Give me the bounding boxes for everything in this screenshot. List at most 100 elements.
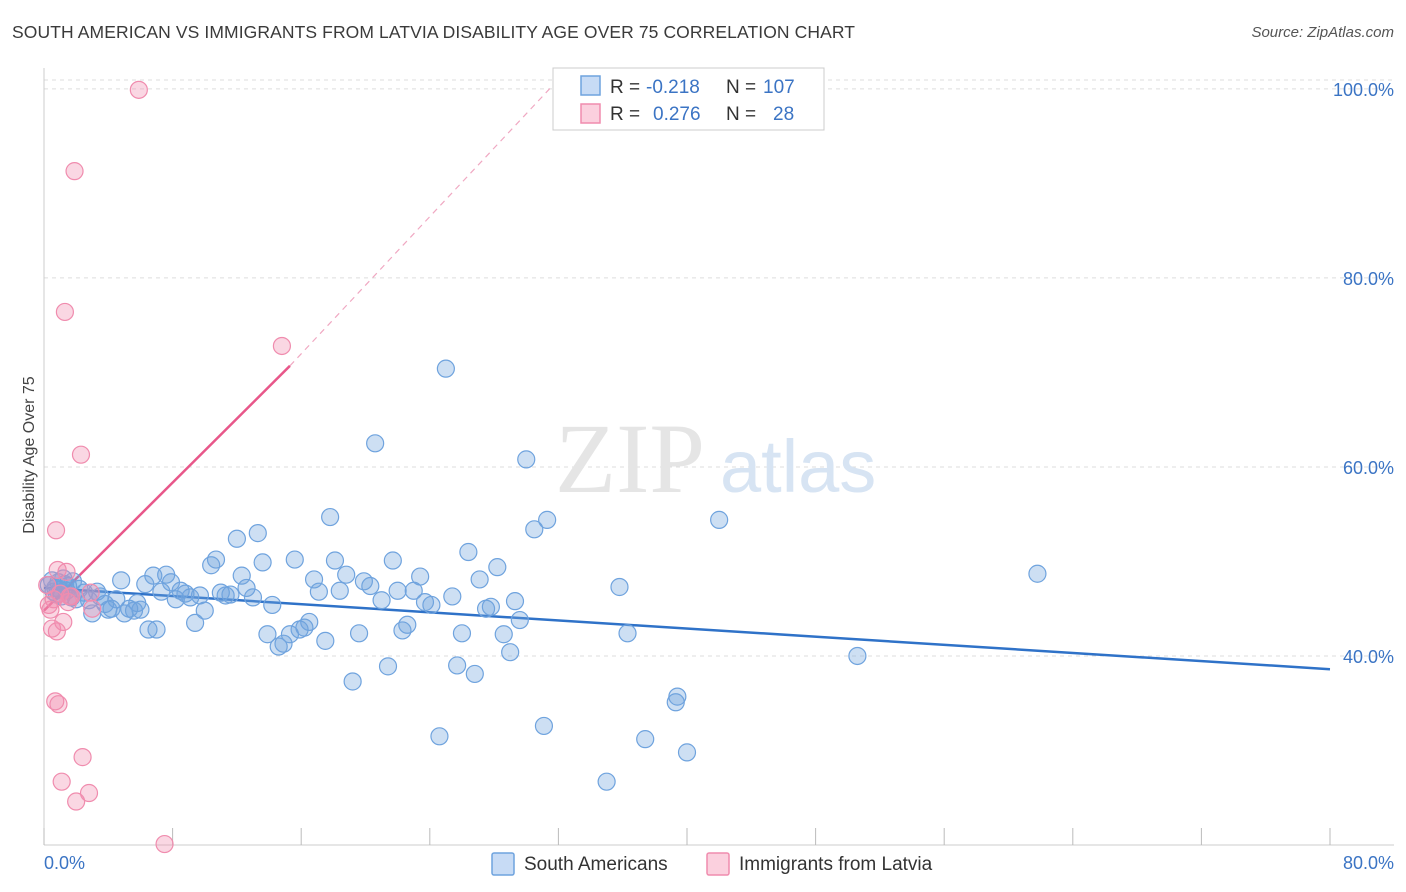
latvia-point-25 [155, 834, 174, 854]
south-americans-point-72 [343, 672, 362, 691]
south-americans-point-68 [321, 507, 340, 527]
chart-source: Source: ZipAtlas.com [1251, 24, 1394, 41]
south-americans-point-113 [710, 510, 729, 529]
x-tick-label-max: 80.0% [1343, 853, 1394, 873]
south-americans-point-87 [430, 727, 449, 746]
legend-label-south-americans: South Americans [524, 854, 668, 875]
south-americans-point-44 [195, 601, 214, 620]
latvia-point-24 [129, 80, 148, 99]
legend-r-label-2: R = [610, 104, 640, 125]
south-americans-point-93 [465, 664, 484, 684]
latvia-point-9 [49, 695, 68, 714]
south-americans-point-70 [330, 581, 349, 600]
south-americans-point-64 [300, 612, 319, 632]
y-tick-label-0: 40.0% [1343, 647, 1394, 667]
south-americans-point-82 [398, 615, 417, 634]
south-americans-point-97 [488, 558, 507, 577]
latvia-point-12 [54, 612, 73, 632]
correlation-legend: R = -0.218 N = 107 R = 0.276 N = 28 [552, 67, 825, 131]
south-americans-point-46 [206, 550, 226, 569]
south-americans-point-79 [383, 551, 402, 570]
trend-line-latvia-extension [289, 79, 559, 367]
legend-n-label-1: N = [726, 77, 756, 98]
south-americans-point-67 [316, 631, 335, 650]
legend-label-latvia: Immigrants from Latvia [739, 854, 933, 875]
legend-r-label-1: R = [610, 77, 640, 98]
south-americans-point-101 [510, 610, 529, 630]
south-americans-point-99 [501, 643, 520, 662]
south-americans-point-50 [227, 529, 246, 548]
south-americans-point-102 [517, 450, 536, 469]
south-americans-point-34 [147, 620, 166, 639]
south-americans-point-106 [597, 772, 616, 791]
y-axis-label: Disability Age Over 75 [21, 376, 38, 534]
south-americans-point-81 [393, 621, 412, 640]
latvia-point-5 [46, 692, 65, 711]
south-americans-point-111 [668, 687, 687, 706]
south-americans-point-66 [309, 582, 328, 601]
y-tick-label-3: 100.0% [1333, 80, 1394, 100]
latvia-point-20 [71, 445, 91, 464]
y-tick-label-1: 60.0% [1343, 458, 1394, 478]
latvia-point-11 [52, 772, 71, 791]
chart-title: SOUTH AMERICAN VS IMMIGRANTS FROM LATVIA… [12, 22, 856, 42]
south-americans-point-71 [337, 565, 356, 584]
south-americans-point-84 [411, 567, 430, 586]
south-americans-point-109 [636, 730, 655, 749]
latvia-point-2 [41, 600, 60, 619]
series-legend: South Americans Immigrants from Latvia [491, 852, 933, 876]
south-americans-point-33 [144, 566, 163, 585]
south-americans-point-73 [349, 624, 369, 643]
x-tick-label-min: 0.0% [44, 853, 85, 873]
south-americans-point-103 [525, 520, 544, 539]
legend-n-label-2: N = [726, 104, 756, 125]
legend-swatch-blue [580, 75, 601, 96]
south-americans-point-30 [131, 600, 150, 619]
south-americans-point-24 [107, 590, 126, 609]
legend-n-value-2: 28 [773, 104, 794, 125]
south-americans-point-69 [325, 551, 345, 570]
axes [43, 68, 1394, 846]
latvia-point-3 [42, 619, 62, 638]
south-americans-point-58 [269, 637, 288, 656]
latvia-point-22 [79, 783, 99, 803]
south-americans-point-43 [190, 586, 210, 605]
legend-swatch-latvia [706, 852, 730, 876]
south-americans-point-92 [459, 542, 478, 562]
south-americans-point-100 [505, 592, 525, 611]
trend-line-south-americans [43, 586, 1331, 671]
south-americans-point-108 [618, 624, 637, 643]
south-americans-point-55 [253, 553, 272, 572]
latvia-point-26 [272, 336, 292, 356]
south-americans-point-80 [388, 581, 407, 600]
south-americans-point-57 [263, 595, 282, 615]
trend-line-latvia [43, 364, 291, 612]
watermark-atlas: atlas [720, 425, 876, 508]
south-americans-point-94 [470, 570, 489, 589]
south-americans-point-88 [436, 359, 455, 378]
south-americans-point-76 [366, 434, 385, 453]
south-americans-point-35 [152, 582, 171, 601]
south-americans-point-104 [534, 716, 554, 736]
south-americans-point-96 [481, 597, 500, 616]
legend-swatch-south-americans [491, 852, 515, 876]
trend-lines [43, 79, 1331, 671]
latvia-point-19 [67, 792, 86, 811]
latvia-point-27 [83, 599, 102, 618]
y-tick-labels: 40.0% 60.0% 80.0% 100.0% [1333, 80, 1394, 667]
south-americans-point-49 [221, 585, 240, 604]
watermark-zip: ZIP [555, 403, 705, 514]
y-tick-label-2: 80.0% [1343, 269, 1394, 289]
latvia-point-6 [46, 521, 66, 540]
south-americans-point-63 [295, 618, 314, 637]
latvia-point-21 [73, 748, 92, 767]
south-americans-point-77 [372, 591, 391, 610]
legend-r-value-1: -0.218 [646, 77, 700, 98]
latvia-point-23 [81, 583, 100, 602]
south-americans-point-25 [112, 571, 131, 590]
south-americans-point-98 [494, 625, 513, 644]
south-americans-point-45 [202, 556, 221, 575]
south-americans-point-105 [538, 510, 557, 529]
south-americans-point-39 [171, 581, 190, 600]
south-americans-point-59 [274, 634, 293, 653]
